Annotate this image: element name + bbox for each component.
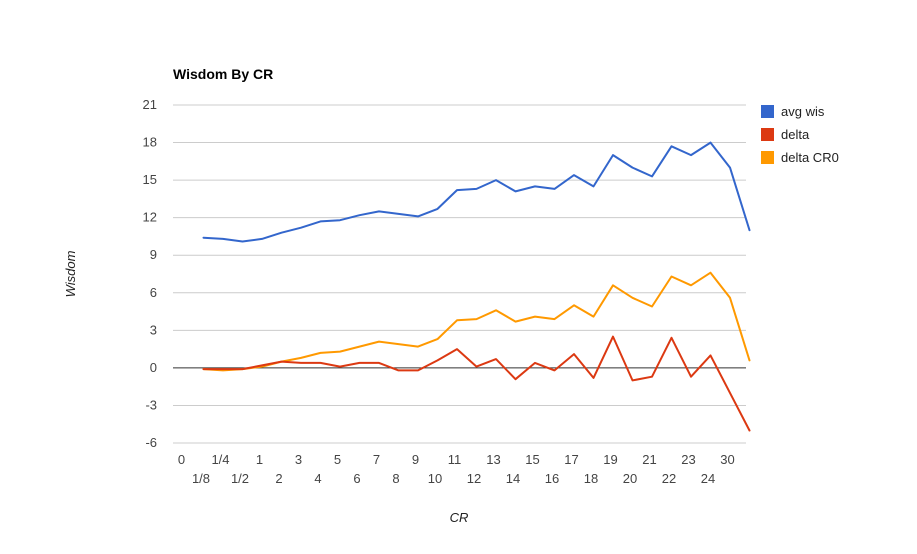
series-line-delta-cr0 bbox=[202, 271, 751, 372]
legend-swatch bbox=[761, 151, 774, 164]
y-tick-label: 21 bbox=[143, 97, 157, 112]
x-tick-label: 6 bbox=[353, 471, 360, 486]
x-tick-label: 7 bbox=[373, 452, 380, 467]
x-tick-label: 11 bbox=[448, 452, 462, 467]
y-tick-label: 18 bbox=[143, 135, 157, 150]
y-tick-label: 9 bbox=[150, 247, 157, 262]
series-line-delta bbox=[202, 335, 751, 432]
legend-label: delta bbox=[781, 127, 810, 142]
y-axis-label: Wisdom bbox=[63, 250, 78, 297]
legend-swatch bbox=[761, 128, 774, 141]
x-tick-label: 5 bbox=[334, 452, 341, 467]
x-tick-label: 18 bbox=[584, 471, 598, 486]
legend-label: delta CR0 bbox=[781, 150, 839, 165]
x-tick-label: 1/4 bbox=[211, 452, 229, 467]
y-tick-label: 15 bbox=[143, 172, 157, 187]
x-tick-label: 14 bbox=[506, 471, 520, 486]
y-tick-label: 3 bbox=[150, 322, 157, 337]
y-tick-label: 12 bbox=[143, 210, 157, 225]
x-tick-label: 3 bbox=[295, 452, 302, 467]
x-tick-label: 19 bbox=[603, 452, 617, 467]
x-tick-label: 30 bbox=[720, 452, 734, 467]
legend: avg wis delta delta CR0 bbox=[761, 104, 839, 165]
x-tick-label: 9 bbox=[412, 452, 419, 467]
x-tick-label: 17 bbox=[564, 452, 578, 467]
x-tick-labels: 01/81/41/2123456789101112131415161718192… bbox=[178, 452, 735, 486]
x-tick-label: 10 bbox=[428, 471, 442, 486]
x-tick-label: 8 bbox=[392, 471, 399, 486]
x-tick-label: 15 bbox=[525, 452, 539, 467]
x-tick-label: 2 bbox=[275, 471, 282, 486]
x-tick-label: 1 bbox=[256, 452, 263, 467]
x-tick-label: 1/2 bbox=[231, 471, 249, 486]
y-tick-label: 6 bbox=[150, 285, 157, 300]
x-tick-label: 24 bbox=[701, 471, 715, 486]
x-tick-label: 22 bbox=[662, 471, 676, 486]
x-tick-label: 21 bbox=[642, 452, 656, 467]
y-tick-label: -6 bbox=[145, 435, 157, 450]
y-tick-labels: -6 -3 0 3 6 9 12 15 18 21 bbox=[143, 97, 157, 450]
chart-title: Wisdom By CR bbox=[173, 66, 273, 82]
gridlines bbox=[173, 104, 746, 444]
x-tick-label: 13 bbox=[486, 452, 500, 467]
x-tick-label: 23 bbox=[681, 452, 695, 467]
y-tick-label: -3 bbox=[145, 397, 157, 412]
x-tick-label: 0 bbox=[178, 452, 185, 467]
x-tick-label: 16 bbox=[545, 471, 559, 486]
x-tick-label: 20 bbox=[623, 471, 637, 486]
x-axis-label: CR bbox=[450, 510, 469, 525]
series-line-avg-wis bbox=[202, 141, 751, 243]
legend-label: avg wis bbox=[781, 104, 825, 119]
x-tick-label: 12 bbox=[467, 471, 481, 486]
x-tick-label: 4 bbox=[314, 471, 321, 486]
y-tick-label: 0 bbox=[150, 360, 157, 375]
series-lines bbox=[202, 141, 751, 432]
legend-swatch bbox=[761, 105, 774, 118]
x-tick-label: 1/8 bbox=[192, 471, 210, 486]
